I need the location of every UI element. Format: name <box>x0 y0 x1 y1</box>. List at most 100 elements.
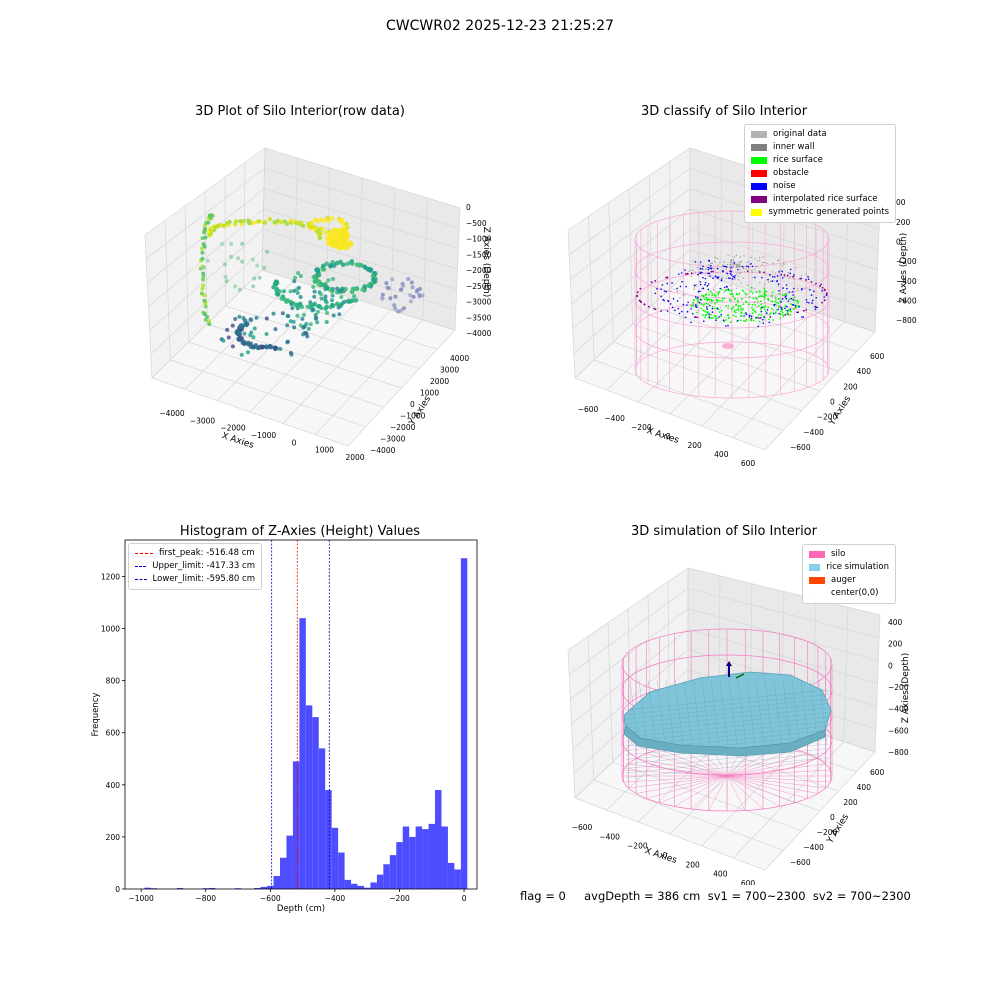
plot2-original-point <box>679 297 681 299</box>
plot1-point <box>295 313 300 318</box>
plot2-noise-point <box>777 283 780 285</box>
plot2-rice-point <box>759 295 762 297</box>
plot2-noise-point <box>788 291 791 293</box>
plot4-mesh-line <box>764 679 774 746</box>
plot2-noise-point <box>702 276 704 279</box>
plot2-interp-point <box>819 285 821 287</box>
plot2-original-point <box>705 268 707 270</box>
plot2-rice-point <box>751 292 754 295</box>
plot1-point <box>322 230 328 235</box>
plot1-point <box>320 226 325 232</box>
plot1-point <box>396 309 401 314</box>
plot4-z-tick-label: −200 <box>888 683 909 692</box>
plot2-noise-point <box>825 294 828 297</box>
hist-y-tick-label: 400 <box>106 781 121 790</box>
plot2-rice-point <box>707 303 710 306</box>
plot1-point <box>342 233 349 240</box>
plot2-rice-point <box>715 315 717 318</box>
plot1-point <box>207 213 212 218</box>
plot2-original-point <box>735 265 738 268</box>
plot2-original-point <box>692 260 695 262</box>
plot2-rice-point <box>702 304 705 307</box>
plot1-point <box>223 274 228 279</box>
plot1-point <box>225 327 230 332</box>
status-text: flag = 0 avgDepth = 386 cm sv1 = 700~230… <box>520 889 911 903</box>
plot2-interp-point <box>810 280 813 283</box>
plot2-original-point <box>735 263 738 266</box>
plot1-point <box>349 289 355 295</box>
plot2-interp-point <box>823 299 826 302</box>
plot2-noise-point <box>733 261 736 264</box>
plot2-original-point <box>804 287 807 290</box>
plot2-noise-point <box>762 322 765 325</box>
plot2-rice-point <box>781 311 784 314</box>
plot1-point <box>334 302 339 307</box>
hist-legend-item: Lower_limit: -595.80 cm <box>135 573 255 586</box>
plot2-interp-point <box>821 286 824 289</box>
plot2-noise-point <box>720 278 723 280</box>
plot2-interp-point <box>758 317 760 319</box>
plot4-legend-item: silo <box>809 548 889 561</box>
plot2-rice-point <box>707 298 710 301</box>
plot2-original-point <box>771 296 773 298</box>
plot1-point <box>289 352 294 357</box>
plot4-y-tick-label: −600 <box>790 858 811 867</box>
plot2-noise-point <box>684 269 686 271</box>
plot2-noise-point <box>656 288 658 290</box>
plot2-rice-point <box>736 299 739 302</box>
plot1-point <box>250 257 255 262</box>
hist-bar <box>331 827 339 889</box>
plot2-original-point <box>763 262 765 264</box>
plot2-original-point <box>756 260 759 262</box>
plot1-point <box>323 306 328 311</box>
plot2-original-point <box>699 263 701 265</box>
plot2-noise-point <box>750 315 753 318</box>
plot2-noise-point <box>725 266 728 268</box>
plot2-rice-point <box>789 314 792 316</box>
plot2-rice-point <box>725 304 727 307</box>
plot2-original-point <box>754 301 756 303</box>
plot2-rice-point <box>759 300 762 303</box>
plot2-original-point <box>714 256 716 258</box>
plot2-rice-point <box>789 310 792 313</box>
plot2-rice-point <box>720 309 723 312</box>
plot2-grid-line <box>670 287 857 352</box>
plot2-rice-point <box>796 302 799 304</box>
plot2-z-tick-label: −600 <box>896 296 917 305</box>
plot2-rice-point <box>713 302 716 305</box>
plot2-original-point <box>738 261 740 263</box>
plot2-original-point <box>733 256 736 258</box>
plot2-noise-point <box>790 297 793 300</box>
plot2-x-tick-label: −400 <box>604 414 625 423</box>
plot1-point <box>262 220 268 225</box>
plot2-original-point <box>735 273 738 275</box>
plot1-point <box>241 218 246 224</box>
plot2-rice-point <box>777 298 780 300</box>
plot2-rice-point <box>763 296 766 299</box>
plot2-legend-item: noise <box>751 180 889 193</box>
hist-bar <box>363 887 371 889</box>
plot2-legend-item: rice surface <box>751 154 889 167</box>
hist-bar <box>409 836 416 889</box>
plot2-noise-point <box>699 290 701 293</box>
plot2-noise-point <box>706 284 709 287</box>
plot2-original-point <box>746 261 748 263</box>
plot2-rice-point <box>716 300 718 303</box>
plot2-y-tick-label: 400 <box>857 367 872 376</box>
plot1-grid-line <box>347 329 456 447</box>
plot2-noise-point <box>708 316 711 318</box>
plot2-noise-point <box>796 311 798 314</box>
plot4-x-tick-label: 600 <box>741 879 756 885</box>
plot2-interp-point <box>639 287 642 290</box>
plot1-point <box>331 276 336 281</box>
plot2-rice-point <box>734 297 736 300</box>
plot2-rice-point <box>792 308 795 310</box>
plot1-point <box>350 261 355 266</box>
plot4-legend: silo rice simulation auger center(0,0) <box>802 544 896 604</box>
hist-y-tick-label: 600 <box>106 729 121 738</box>
plot2-rice-point <box>763 308 766 311</box>
plot2-original-point <box>733 299 736 301</box>
plot2-rice-point <box>692 299 695 302</box>
plot2-rice-point <box>727 314 730 317</box>
plot2-noise-point <box>707 283 710 285</box>
